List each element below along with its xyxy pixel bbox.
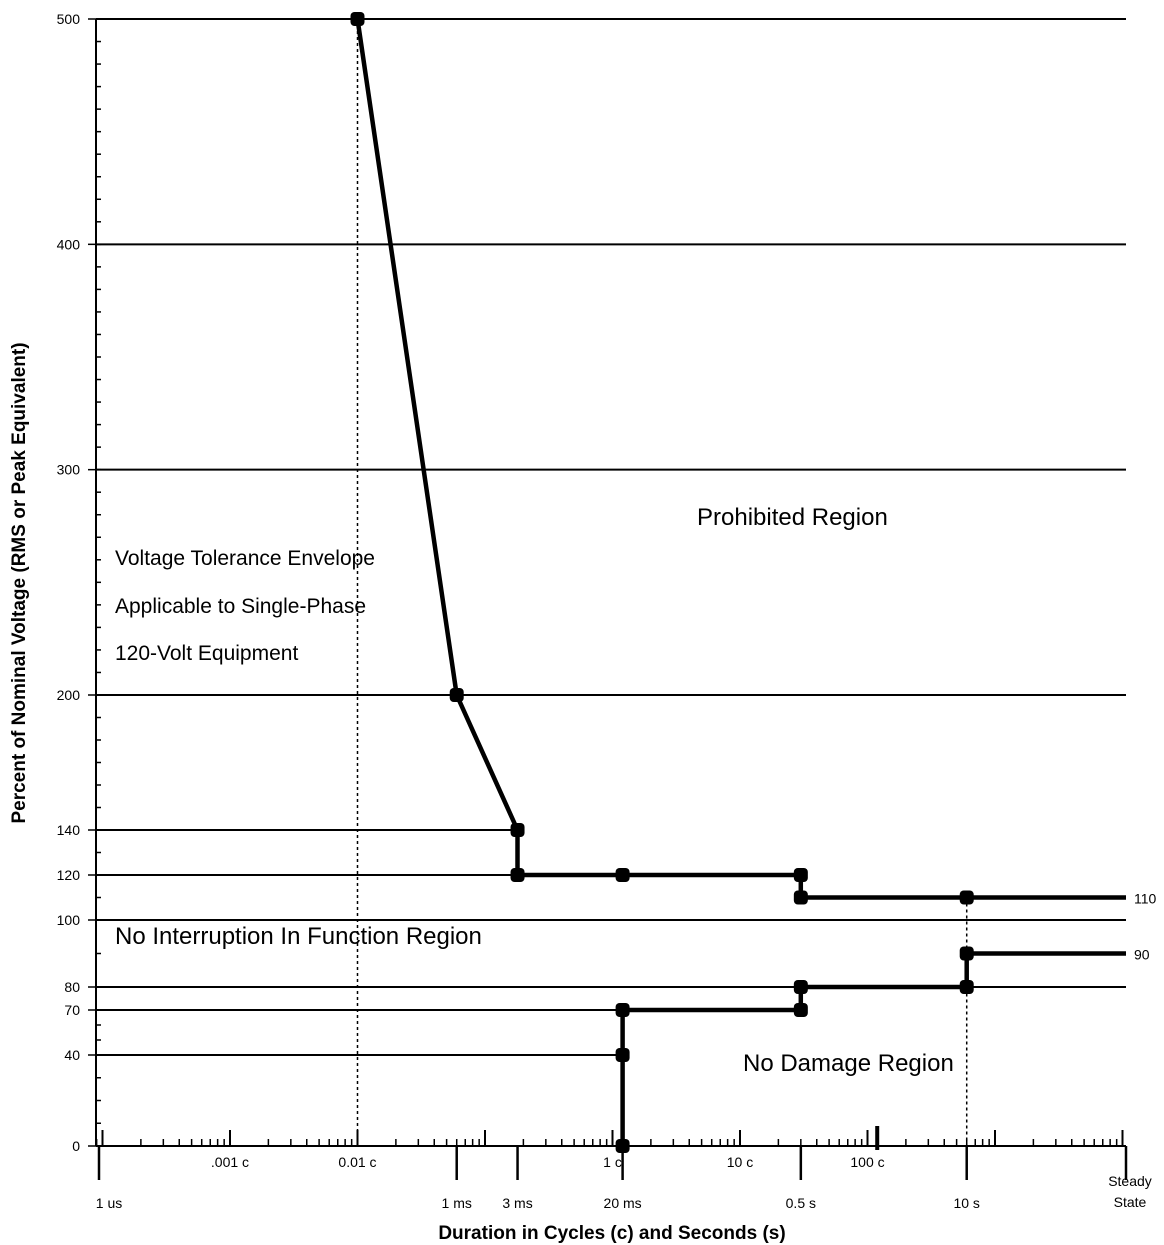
x-tick-label-seconds: 0.5 s (786, 1195, 816, 1211)
y-axis-title: Percent of Nominal Voltage (RMS or Peak … (9, 342, 30, 823)
x-tick-label-seconds: Steady (1108, 1173, 1152, 1189)
curve-point-marker (510, 823, 525, 837)
annotation-line-2: Applicable to Single-Phase (115, 595, 366, 618)
curve-point-marker (350, 12, 365, 26)
curve-point-marker (510, 868, 525, 882)
y-tick-label: 120 (57, 867, 81, 883)
x-axis-title: Duration in Cycles (c) and Seconds (s) (438, 1223, 785, 1244)
annotation-line-3: 120-Volt Equipment (115, 642, 298, 665)
curve-point-marker (615, 1003, 630, 1017)
region-label-no-damage: No Damage Region (743, 1050, 954, 1077)
tolerance-curve-upper (355, 18, 1126, 900)
curve-point-marker (959, 890, 974, 905)
x-tick-label-cycles: 1 c (603, 1154, 622, 1170)
curve-point-marker (615, 1048, 630, 1062)
right-value-label: 90 (1134, 947, 1150, 963)
y-tick-label: 0 (72, 1138, 80, 1154)
x-tick-label-seconds: State (1114, 1194, 1147, 1210)
y-tick-label: 100 (57, 912, 81, 928)
x-tick-label-cycles: 0.01 c (338, 1154, 376, 1170)
curve-point-marker (793, 868, 808, 882)
right-value-label: 110 (1134, 891, 1157, 907)
curve-point-marker (793, 1003, 808, 1017)
curve-point-marker (449, 688, 464, 702)
y-tick-label: 40 (64, 1047, 80, 1063)
tolerance-curves (350, 12, 1126, 1153)
curve-point-marker (793, 980, 808, 994)
curve-point-marker (959, 980, 974, 994)
region-label-no-interruption: No Interruption In Function Region (115, 923, 482, 950)
x-tick-label-seconds: 1 ms (442, 1195, 472, 1211)
curve-point-marker (615, 868, 630, 882)
x-tick-label-cycles: .001 c (211, 1154, 249, 1170)
curve-point-marker (793, 890, 808, 905)
y-tick-label: 70 (64, 1002, 80, 1018)
y-tick-label: 80 (64, 979, 80, 995)
axes (88, 18, 1128, 1180)
x-tick-label-seconds: 1 us (96, 1195, 122, 1211)
x-tick-label-seconds: 3 ms (502, 1195, 532, 1211)
x-tick-label-cycles: 10 c (727, 1154, 753, 1170)
y-tick-label: 500 (57, 11, 81, 27)
curve-point-marker (959, 946, 974, 961)
reference-lines (356, 19, 968, 1146)
x-tick-label-cycles: 100 c (850, 1154, 884, 1170)
y-tick-label: 400 (57, 236, 81, 252)
annotation-line-1: Voltage Tolerance Envelope (115, 547, 375, 570)
grid-lines (96, 18, 1126, 1056)
y-tick-label: 200 (57, 687, 81, 703)
x-tick-label-seconds: 20 ms (604, 1195, 642, 1211)
x-tick-label-seconds: 10 s (953, 1195, 979, 1211)
curve-point-marker (615, 1139, 630, 1153)
tick-labels: 0 40 70 80 100 120 140 200 300 400 500 .001 c 0.01 c… (57, 11, 1157, 1211)
y-tick-label: 300 (57, 462, 81, 478)
y-tick-label: 140 (57, 822, 81, 838)
region-label-prohibited: Prohibited Region (697, 504, 888, 531)
